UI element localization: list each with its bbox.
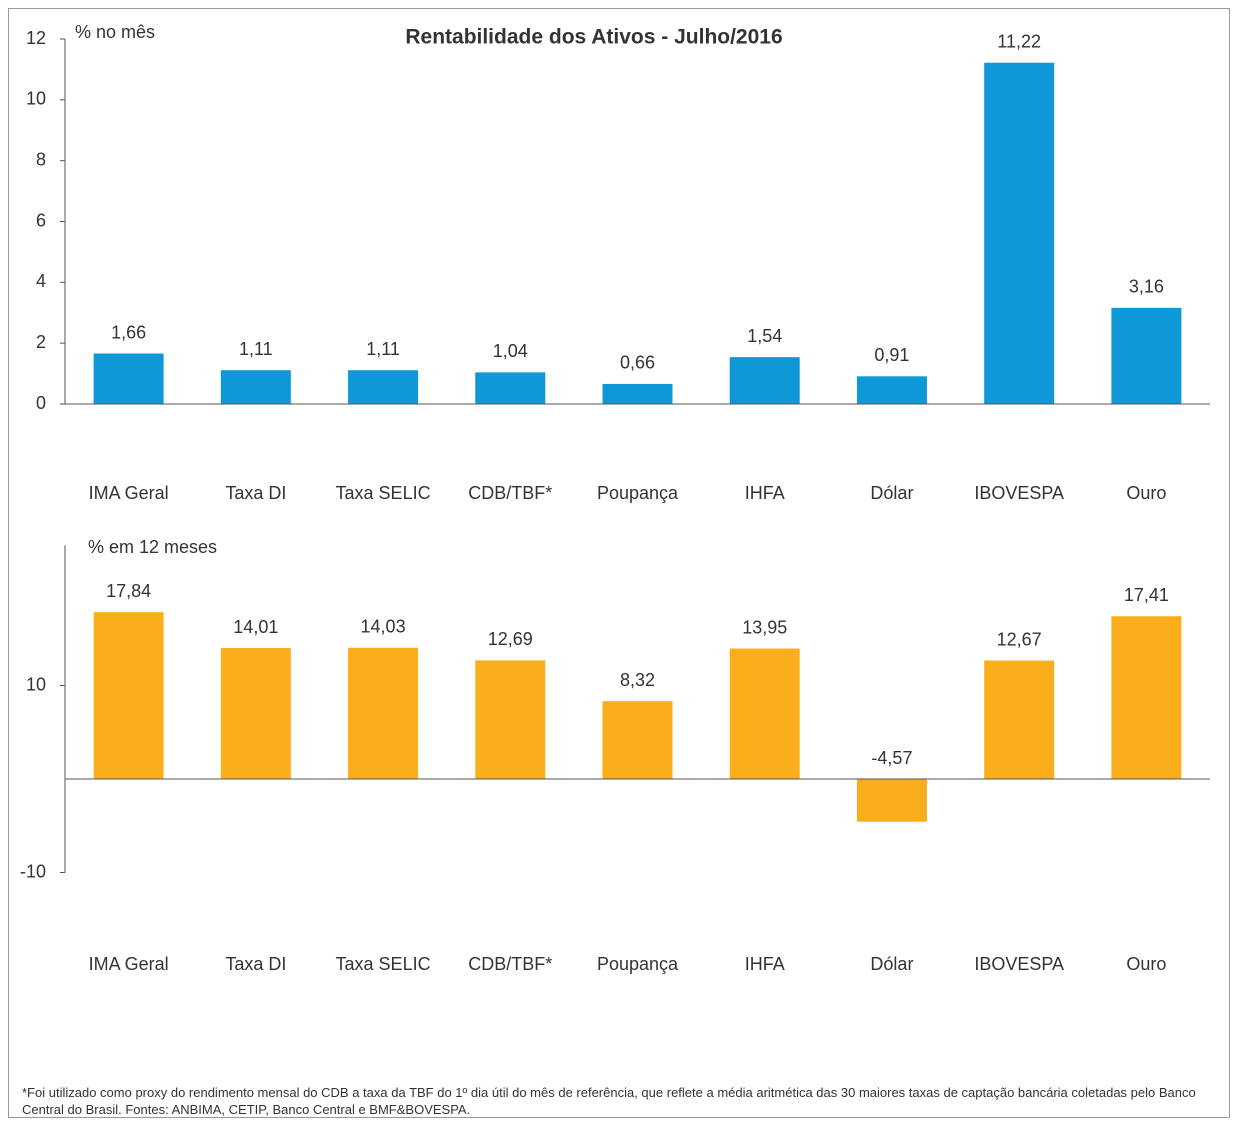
bar xyxy=(1111,616,1182,779)
bar xyxy=(1111,307,1182,404)
footnote: *Foi utilizado como proxy do rendimento … xyxy=(22,1085,1196,1117)
value-label: 1,11 xyxy=(366,339,400,359)
bar xyxy=(475,660,546,779)
x-tick-label: IMA Geral xyxy=(89,954,169,974)
value-label: 1,66 xyxy=(111,322,146,342)
y-tick-label: 10 xyxy=(26,674,46,694)
x-tick-label: IHFA xyxy=(745,954,785,974)
y-tick-label: 10 xyxy=(26,89,46,109)
bar xyxy=(348,370,419,404)
y-tick-label: 12 xyxy=(26,28,46,48)
value-label: 14,01 xyxy=(233,617,278,637)
value-label: 1,54 xyxy=(747,326,782,346)
x-tick-label: Dólar xyxy=(870,954,913,974)
y-axis-label: % no mês xyxy=(75,22,155,42)
bar xyxy=(220,648,291,779)
bar xyxy=(475,372,546,404)
value-label: 8,32 xyxy=(620,670,655,690)
x-tick-label: Ouro xyxy=(1126,483,1166,503)
bar xyxy=(602,383,673,404)
value-label: 14,03 xyxy=(361,617,406,637)
y-tick-label: -10 xyxy=(20,861,46,881)
y-tick-label: 6 xyxy=(36,210,46,230)
y-tick-label: 4 xyxy=(36,271,46,291)
bar xyxy=(856,779,927,822)
x-tick-label: IBOVESPA xyxy=(974,483,1064,503)
value-label: 17,41 xyxy=(1124,585,1169,605)
value-label: 12,67 xyxy=(997,629,1042,649)
bar xyxy=(602,701,673,779)
value-label: 13,95 xyxy=(742,617,787,637)
value-label: 3,16 xyxy=(1129,277,1164,297)
x-tick-label: Taxa DI xyxy=(225,483,286,503)
bar xyxy=(729,357,800,404)
value-label: 11,22 xyxy=(997,31,1041,51)
x-tick-label: CDB/TBF* xyxy=(468,483,552,503)
value-label: 1,11 xyxy=(239,339,273,359)
value-label: 0,66 xyxy=(620,353,655,373)
frame xyxy=(8,8,1230,1118)
value-label: 0,91 xyxy=(874,345,909,365)
bar xyxy=(856,376,927,404)
x-tick-label: Taxa SELIC xyxy=(336,483,431,503)
y-axis-label: % em 12 meses xyxy=(88,537,217,557)
x-tick-label: IBOVESPA xyxy=(974,954,1064,974)
x-tick-label: Taxa DI xyxy=(225,954,286,974)
y-tick-label: 2 xyxy=(36,332,46,352)
value-label: 17,84 xyxy=(106,581,151,601)
bar xyxy=(729,648,800,779)
x-tick-label: Poupança xyxy=(597,954,679,974)
y-tick-label: 8 xyxy=(36,149,46,169)
x-tick-label: Dólar xyxy=(870,483,913,503)
bar xyxy=(984,660,1055,779)
chart-title: Rentabilidade dos Ativos - Julho/2016 xyxy=(405,26,782,49)
value-label: -4,57 xyxy=(871,748,912,768)
bar xyxy=(348,647,419,779)
x-tick-label: Ouro xyxy=(1126,954,1166,974)
value-label: 12,69 xyxy=(488,629,533,649)
bar xyxy=(93,353,164,404)
bar xyxy=(220,370,291,404)
x-tick-label: CDB/TBF* xyxy=(468,954,552,974)
x-tick-label: IHFA xyxy=(745,483,785,503)
bar xyxy=(93,612,164,779)
y-tick-label: 0 xyxy=(36,393,46,413)
value-label: 1,04 xyxy=(493,341,528,361)
bar xyxy=(984,62,1055,404)
x-tick-label: Poupança xyxy=(597,483,679,503)
x-tick-label: Taxa SELIC xyxy=(336,954,431,974)
x-tick-label: IMA Geral xyxy=(89,483,169,503)
